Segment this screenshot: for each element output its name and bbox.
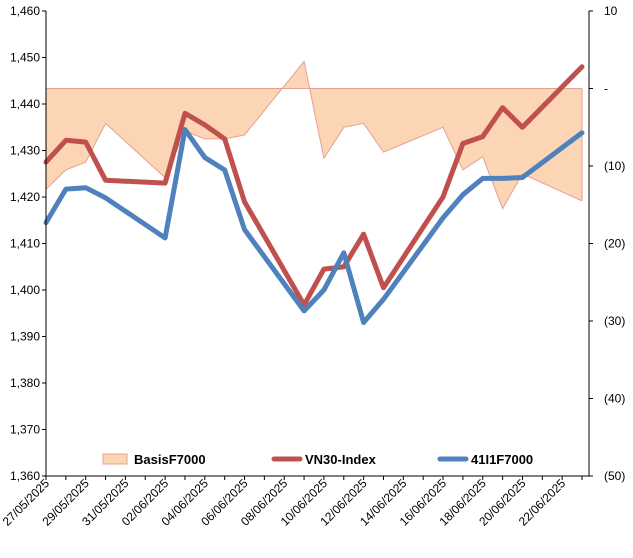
left-tick-label: 1,450 xyxy=(10,51,40,65)
series-line-vn30-index xyxy=(43,64,585,308)
right-tick-label: (20) xyxy=(604,237,625,251)
right-tick-label: 10 xyxy=(604,4,618,18)
left-tick-label: 1,460 xyxy=(10,4,40,18)
left-tick-label: 1,380 xyxy=(10,376,40,390)
left-tick-label: 1,360 xyxy=(10,469,40,483)
series-area-basis xyxy=(46,61,582,209)
basis-area-layer xyxy=(45,60,583,210)
left-tick-label: 1,420 xyxy=(10,190,40,204)
legend-item-basisf7000-label: BasisF7000 xyxy=(134,452,206,467)
left-tick-label: 1,390 xyxy=(10,330,40,344)
legend: BasisF7000 VN30-Index 41I1F7000 xyxy=(102,452,533,467)
right-tick-label: - xyxy=(604,82,608,96)
left-tick-label: 1,400 xyxy=(10,283,40,297)
line-series-layer xyxy=(43,64,585,325)
right-tick-label: (30) xyxy=(604,314,625,328)
series-area-basis-edge xyxy=(45,60,583,210)
series-line-41i1f7000 xyxy=(43,127,585,325)
legend-item-41i1f7000-label: 41I1F7000 xyxy=(471,452,533,467)
left-tick-label: 1,440 xyxy=(10,97,40,111)
right-tick-label: (10) xyxy=(604,159,625,173)
left-tick-label: 1,430 xyxy=(10,144,40,158)
left-tick-label: 1,370 xyxy=(10,423,40,437)
left-tick-label: 1,410 xyxy=(10,237,40,251)
right-tick-label: (50) xyxy=(604,469,625,483)
right-tick-label: (40) xyxy=(604,392,625,406)
legend-item-vn30-index-label: VN30-Index xyxy=(305,452,377,467)
axes-layer: 1,360 1,370 1,380 1,390 1,400 1,410 1,420 1,430… xyxy=(0,4,625,529)
legend-item-basisf7000-swatch xyxy=(102,453,128,465)
